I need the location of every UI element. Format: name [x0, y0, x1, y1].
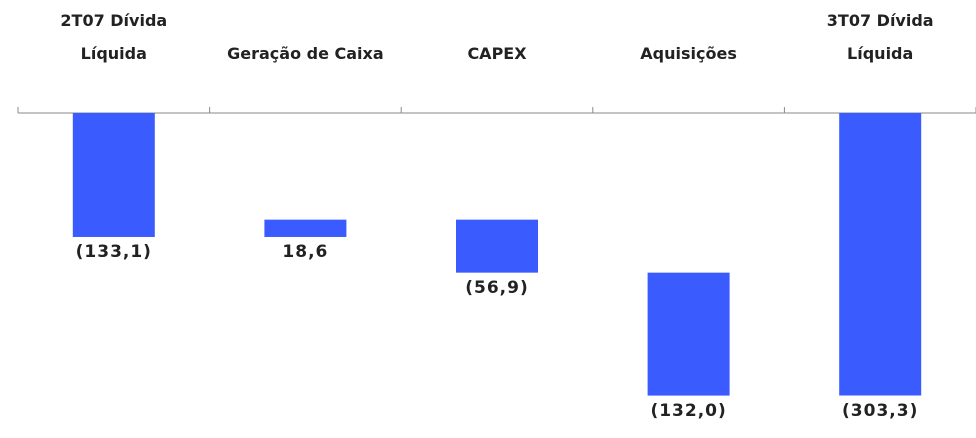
bar	[72, 113, 155, 237]
category-label: 3T07 Dívida Líquida	[826, 11, 934, 63]
value-label: (133,1)	[75, 241, 152, 262]
bar	[456, 219, 538, 273]
bar	[647, 272, 730, 396]
value-label: (303,3)	[842, 400, 919, 421]
value-label: (56,9)	[465, 277, 529, 298]
value-label: (132,0)	[650, 400, 727, 421]
category-label: 2T07 Dívida Líquida	[60, 11, 168, 63]
bar	[264, 219, 347, 237]
value-label: 18,6	[282, 241, 329, 262]
category-label: Aquisições	[640, 44, 737, 63]
category-label: Geração de Caixa	[227, 44, 384, 63]
bar	[839, 113, 922, 396]
category-label: CAPEX	[467, 44, 527, 63]
